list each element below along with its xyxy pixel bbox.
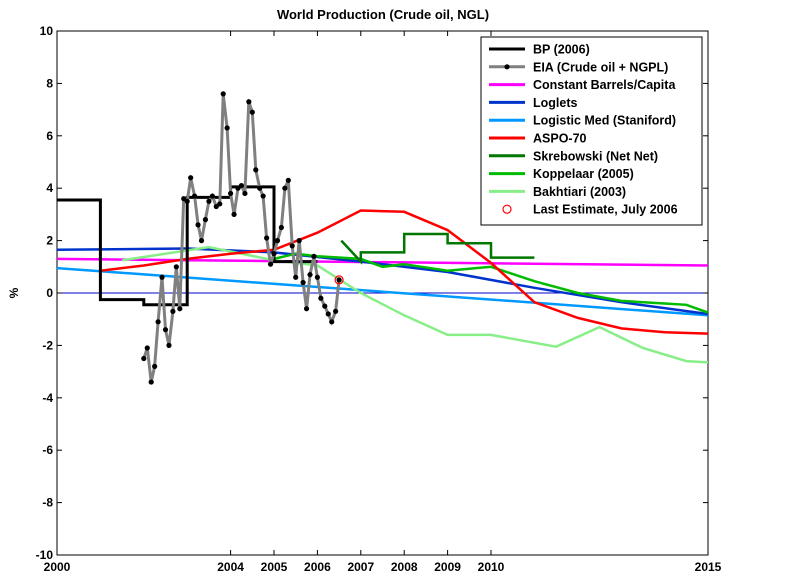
y-tick-label: -10 <box>36 548 54 562</box>
legend-entry-label: EIA (Crude oil + NGPL) <box>533 60 668 74</box>
chart-title: World Production (Crude oil, NGL) <box>277 7 489 22</box>
eia-data-point <box>144 345 150 351</box>
y-tick-label: 10 <box>40 24 54 38</box>
axis-ticks: 2000 2004 2005 2006 2007 2008 2009 2010 2015-10-… <box>36 24 722 574</box>
eia-data-point <box>166 342 172 348</box>
eia-data-point <box>228 190 234 197</box>
y-tick-label: -6 <box>42 443 53 457</box>
legend-entry-label: ASPO-70 <box>533 132 587 146</box>
series-skrebowski-net-net <box>340 232 535 265</box>
eia-data-point <box>274 238 281 244</box>
eia-data-point <box>224 125 230 131</box>
eia-data-point <box>206 198 212 204</box>
eia-data-point <box>209 193 215 199</box>
y-tick-label: -2 <box>42 338 53 352</box>
x-tick-label: 2009 <box>434 560 461 574</box>
series-layer <box>56 91 709 385</box>
eia-data-point <box>325 311 331 317</box>
legend-box <box>480 36 703 226</box>
eia-data-point <box>264 235 270 241</box>
eia-data-point <box>148 379 154 385</box>
eia-data-point <box>246 99 252 105</box>
series-constant-barrels-capita <box>56 257 709 267</box>
legend-entry-label: Loglets <box>533 96 577 110</box>
eia-data-point <box>152 363 158 369</box>
eia-data-point <box>333 308 339 314</box>
x-tick-label: 2008 <box>391 560 418 574</box>
eia-data-point <box>155 319 161 325</box>
eia-data-point <box>296 238 302 244</box>
legend-entry-label: Constant Barrels/Capita <box>533 78 676 92</box>
legend: BP (2006) EIA (Crude oil + NGPL) Constant … <box>480 36 703 226</box>
y-axis-label: % <box>7 287 21 298</box>
eia-data-point <box>188 175 194 181</box>
eia-data-point <box>267 261 274 267</box>
legend-swatch-dot <box>504 64 510 70</box>
eia-data-point <box>285 177 291 183</box>
eia-data-point <box>289 243 295 249</box>
eia-data-point <box>159 274 165 280</box>
eia-data-point <box>271 251 277 257</box>
eia-data-point <box>242 190 248 197</box>
x-tick-label: 2004 <box>217 560 244 574</box>
x-tick-label: 2007 <box>347 560 374 574</box>
legend-entry-label: Skrebowski (Net Net) <box>533 149 658 163</box>
eia-data-point <box>314 274 320 280</box>
x-tick-label: 2010 <box>478 560 505 574</box>
y-tick-label: -4 <box>42 391 53 405</box>
eia-data-point <box>260 193 266 199</box>
eia-data-point <box>318 295 324 301</box>
y-tick-label: -8 <box>42 496 53 510</box>
eia-data-point <box>191 193 198 199</box>
eia-data-point <box>173 264 179 270</box>
legend-entry-label: Logistic Med (Staniford) <box>533 114 676 128</box>
legend-entry-label: Last Estimate, July 2006 <box>533 203 678 217</box>
series-bp-2006 <box>57 185 318 307</box>
series-logistic-med-staniford <box>56 266 709 317</box>
eia-data-point <box>238 182 245 189</box>
eia-data-point <box>198 238 205 244</box>
legend-entry-label: Koppelaar (2005) <box>533 167 634 181</box>
eia-data-point <box>307 272 313 278</box>
eia-data-point <box>220 91 226 97</box>
y-tick-label: 6 <box>46 129 53 143</box>
eia-data-point <box>162 327 169 333</box>
eia-data-point <box>177 306 183 312</box>
y-tick-label: 8 <box>46 76 53 90</box>
series-koppelaar-2005 <box>273 252 709 314</box>
eia-data-point <box>202 217 209 223</box>
legend-entry-label: BP (2006) <box>533 43 590 57</box>
eia-data-point <box>253 167 259 173</box>
eia-data-point <box>336 277 342 283</box>
eia-data-point <box>300 279 306 286</box>
eia-data-point <box>249 109 255 115</box>
eia-data-point <box>195 222 201 228</box>
legend-swatch-last-estimate <box>502 204 512 214</box>
eia-data-point <box>184 198 190 204</box>
y-tick-label: 2 <box>46 234 53 248</box>
eia-data-point <box>257 185 263 191</box>
last-estimate-marker <box>334 275 344 285</box>
x-tick-label: 2000 <box>44 560 71 574</box>
eia-data-point <box>329 319 335 325</box>
eia-data-point <box>282 185 288 191</box>
eia-data-point <box>303 306 310 312</box>
x-tick-label: 2006 <box>304 560 331 574</box>
eia-data-point <box>231 211 237 217</box>
eia-data-point <box>278 224 284 231</box>
y-tick-label: 0 <box>46 286 53 300</box>
y-tick-label: 4 <box>46 181 53 195</box>
eia-data-point <box>141 355 147 362</box>
x-tick-label: 2005 <box>261 560 288 574</box>
series-aspo-70 <box>100 209 709 335</box>
eia-data-point <box>311 253 317 259</box>
eia-data-point <box>217 201 223 207</box>
x-tick-label: 2015 <box>695 560 722 574</box>
eia-data-point <box>293 274 299 280</box>
eia-data-point <box>170 308 176 314</box>
legend-entry-label: Bakhtiari (2003) <box>533 185 626 199</box>
eia-data-point <box>322 303 328 309</box>
